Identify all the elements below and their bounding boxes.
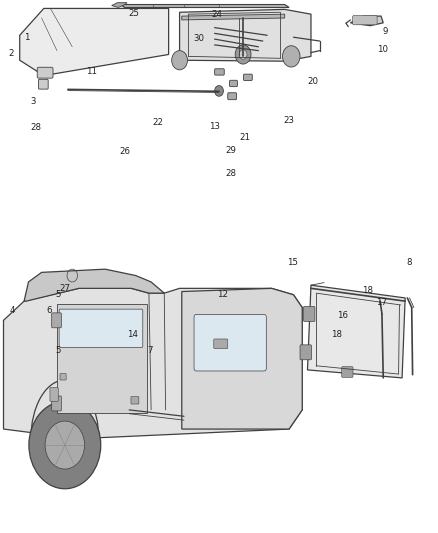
FancyBboxPatch shape bbox=[215, 69, 224, 75]
Circle shape bbox=[239, 50, 247, 59]
Polygon shape bbox=[182, 14, 285, 20]
FancyBboxPatch shape bbox=[60, 374, 66, 380]
Text: 9: 9 bbox=[383, 28, 388, 36]
FancyBboxPatch shape bbox=[300, 345, 311, 360]
Text: 29: 29 bbox=[226, 146, 237, 155]
FancyBboxPatch shape bbox=[131, 397, 139, 404]
Text: 2: 2 bbox=[8, 49, 14, 58]
Text: 21: 21 bbox=[239, 133, 250, 142]
Text: 18: 18 bbox=[362, 286, 374, 295]
FancyBboxPatch shape bbox=[52, 396, 61, 411]
Text: 30: 30 bbox=[194, 34, 205, 43]
Text: 22: 22 bbox=[152, 118, 163, 127]
Text: 24: 24 bbox=[211, 11, 223, 19]
Polygon shape bbox=[57, 304, 147, 413]
Text: 3: 3 bbox=[30, 97, 35, 106]
Text: 25: 25 bbox=[128, 9, 139, 18]
Text: 17: 17 bbox=[376, 298, 388, 307]
FancyBboxPatch shape bbox=[214, 339, 228, 349]
FancyBboxPatch shape bbox=[194, 314, 266, 371]
FancyBboxPatch shape bbox=[244, 74, 252, 80]
Text: 5: 5 bbox=[56, 346, 61, 355]
Polygon shape bbox=[350, 16, 383, 26]
Text: 11: 11 bbox=[86, 68, 98, 76]
Text: 16: 16 bbox=[337, 311, 348, 320]
Polygon shape bbox=[120, 5, 289, 7]
Circle shape bbox=[45, 421, 85, 469]
Text: 28: 28 bbox=[30, 124, 42, 132]
Text: 14: 14 bbox=[127, 330, 138, 339]
FancyBboxPatch shape bbox=[342, 367, 353, 377]
FancyBboxPatch shape bbox=[59, 309, 143, 348]
FancyBboxPatch shape bbox=[52, 313, 61, 328]
Polygon shape bbox=[24, 269, 164, 301]
Text: 4: 4 bbox=[10, 306, 15, 314]
Circle shape bbox=[215, 86, 223, 96]
Text: 5: 5 bbox=[56, 290, 61, 298]
Text: 8: 8 bbox=[407, 258, 412, 266]
Text: 23: 23 bbox=[283, 117, 295, 125]
Text: 6: 6 bbox=[46, 306, 52, 314]
Text: 28: 28 bbox=[226, 169, 237, 177]
Text: 13: 13 bbox=[209, 123, 220, 131]
Text: 15: 15 bbox=[287, 258, 298, 266]
Text: 20: 20 bbox=[307, 77, 319, 85]
FancyBboxPatch shape bbox=[353, 15, 377, 25]
FancyBboxPatch shape bbox=[39, 79, 48, 89]
Circle shape bbox=[172, 51, 187, 70]
Text: 7: 7 bbox=[147, 346, 152, 355]
Text: 12: 12 bbox=[217, 290, 228, 298]
Circle shape bbox=[29, 401, 101, 489]
Polygon shape bbox=[112, 3, 127, 7]
Polygon shape bbox=[20, 9, 169, 76]
Polygon shape bbox=[307, 285, 405, 378]
Circle shape bbox=[283, 46, 300, 67]
Polygon shape bbox=[4, 288, 302, 439]
Polygon shape bbox=[182, 288, 302, 429]
Circle shape bbox=[235, 45, 251, 64]
FancyBboxPatch shape bbox=[304, 306, 315, 321]
FancyBboxPatch shape bbox=[228, 93, 237, 100]
Text: 10: 10 bbox=[377, 45, 388, 53]
Text: 27: 27 bbox=[59, 285, 71, 293]
Text: 18: 18 bbox=[331, 330, 342, 339]
Polygon shape bbox=[180, 10, 311, 61]
FancyBboxPatch shape bbox=[230, 80, 237, 87]
FancyBboxPatch shape bbox=[50, 387, 58, 401]
Text: 26: 26 bbox=[119, 148, 131, 156]
Text: 1: 1 bbox=[24, 33, 29, 42]
FancyBboxPatch shape bbox=[37, 67, 53, 78]
